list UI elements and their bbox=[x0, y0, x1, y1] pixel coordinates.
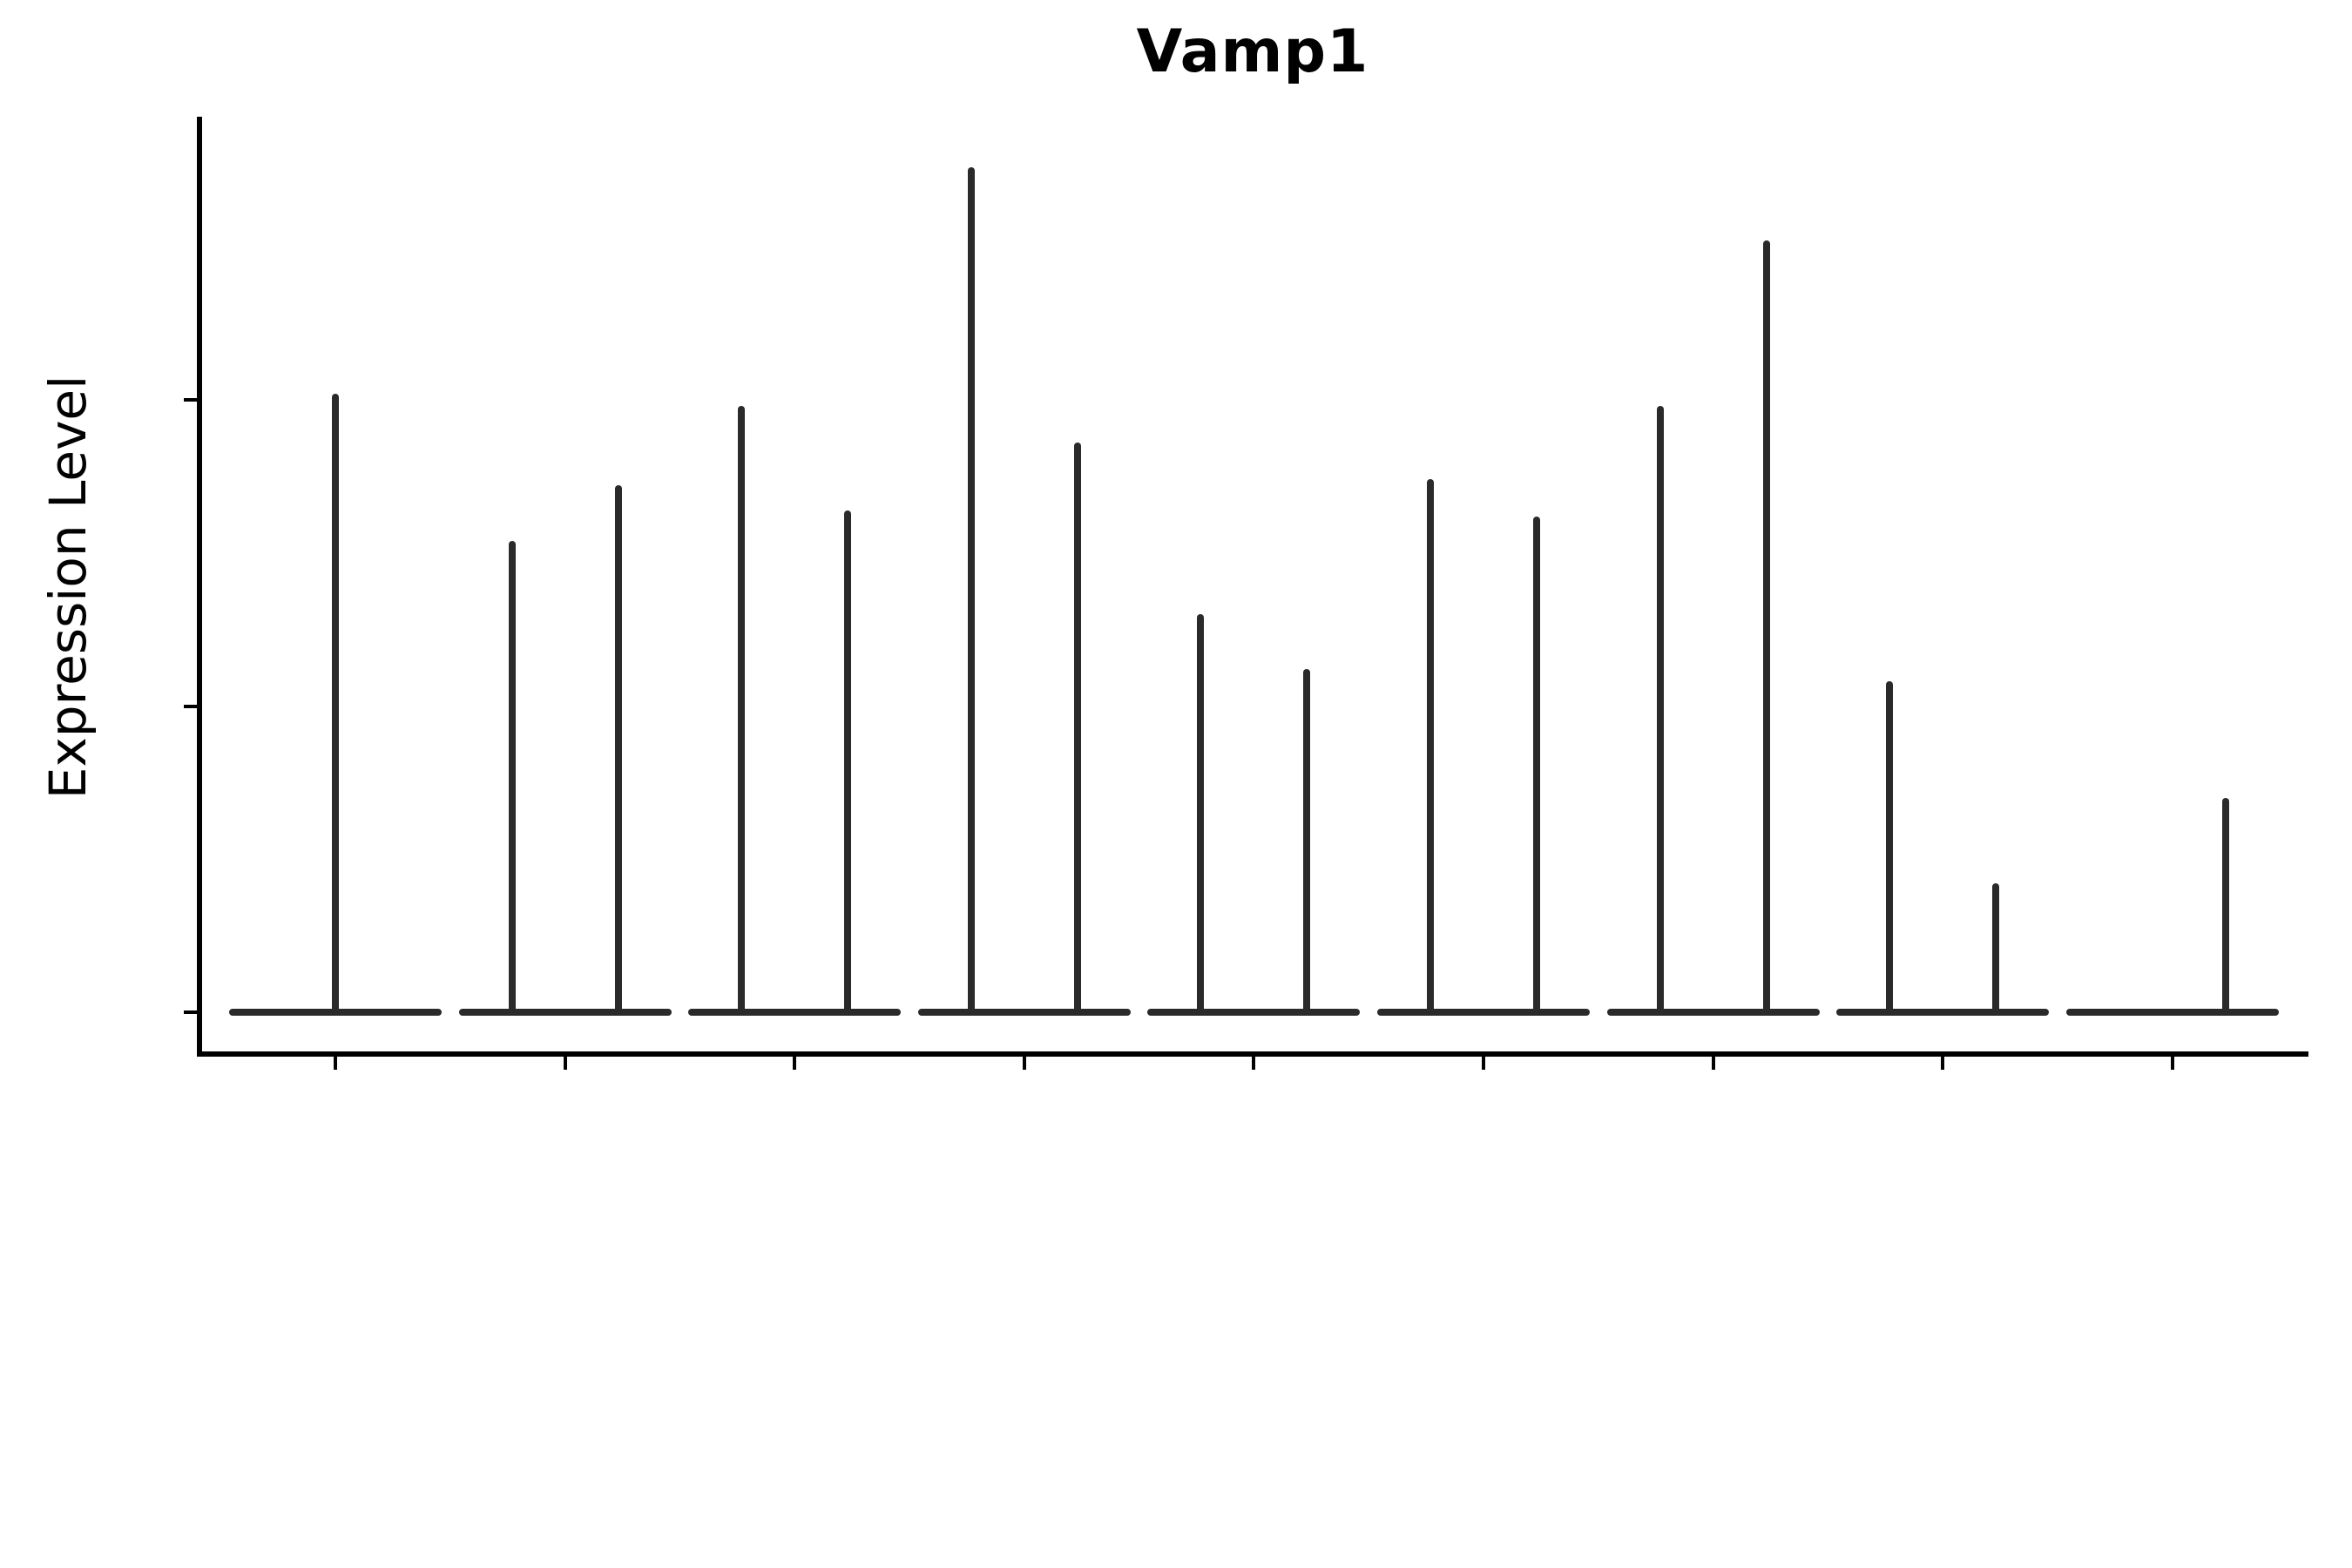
violin-base bbox=[458, 1009, 672, 1016]
violin-spike bbox=[614, 485, 622, 1016]
x-tick bbox=[1941, 1057, 1945, 1070]
violin-spike bbox=[844, 510, 852, 1016]
violin-spike bbox=[332, 393, 339, 1016]
violin-base bbox=[1836, 1009, 2050, 1016]
violin-spike bbox=[967, 166, 975, 1016]
violin-base bbox=[917, 1009, 1131, 1016]
violin-spike bbox=[1992, 883, 2000, 1016]
violin-spike bbox=[2221, 797, 2229, 1016]
violin-spike bbox=[508, 540, 516, 1016]
violin-spike bbox=[1073, 443, 1081, 1016]
y-axis-spine bbox=[197, 117, 202, 1057]
x-tick bbox=[1022, 1057, 1026, 1070]
violin-spike bbox=[1427, 479, 1434, 1016]
y-tick bbox=[184, 398, 197, 402]
x-tick bbox=[1252, 1057, 1256, 1070]
violin-spike bbox=[1533, 516, 1540, 1016]
violin-spike bbox=[1656, 406, 1664, 1016]
y-axis-label: Expression Level bbox=[38, 375, 98, 800]
violin-base bbox=[688, 1009, 902, 1016]
violin-spike bbox=[1303, 669, 1311, 1016]
x-tick bbox=[334, 1057, 337, 1070]
violin-base bbox=[2065, 1009, 2279, 1016]
violin-base bbox=[1377, 1009, 1590, 1016]
violin-spike bbox=[1762, 240, 1770, 1016]
y-tick bbox=[184, 704, 197, 708]
x-axis-spine bbox=[197, 1051, 2308, 1057]
x-tick bbox=[1482, 1057, 1485, 1070]
x-tick bbox=[2170, 1057, 2174, 1070]
violin-spike bbox=[738, 406, 746, 1016]
y-tick bbox=[184, 1010, 197, 1014]
x-tick bbox=[563, 1057, 567, 1070]
violin-spike bbox=[1886, 681, 1894, 1016]
x-tick bbox=[793, 1057, 797, 1070]
violin-spike bbox=[1197, 614, 1205, 1016]
violin-base bbox=[1606, 1009, 1820, 1016]
plot-title: Vamp1 bbox=[1136, 17, 1369, 86]
violin-base bbox=[1147, 1009, 1361, 1016]
x-tick bbox=[1711, 1057, 1715, 1070]
